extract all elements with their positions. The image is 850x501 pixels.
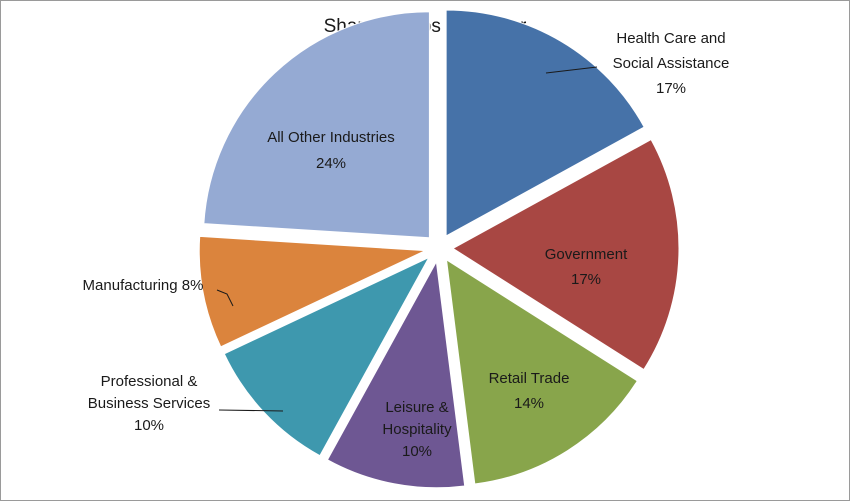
pie-slice-government — [452, 138, 680, 371]
pie-slice-leisure-hospitality — [326, 260, 466, 489]
data-label-health-care-and-social-assistance: Health Care and Social Assistance 17% — [613, 30, 730, 97]
data-label-all-other-industries: All Other Industries 24% — [267, 129, 395, 172]
data-label-professional-business-services: Professional & Business Services 10% — [88, 373, 211, 434]
leader-line-professional-business-services — [218, 409, 284, 412]
pie-slice-manufacturing — [198, 235, 426, 348]
data-label-government: Government 17% — [545, 246, 628, 288]
pie-slice-all-other-industries — [203, 11, 430, 239]
leader-line-health-care-and-social-assistance — [545, 66, 598, 74]
leader-line-manufacturing — [216, 289, 234, 307]
data-label-leisure-hospitality: Leisure & Hospitality 10% — [382, 399, 452, 460]
data-label-retail-trade: Retail Trade 14% — [489, 370, 570, 412]
leader-lines — [216, 66, 598, 412]
pie-slice-professional-business-services — [223, 256, 430, 457]
pie-slice-health-care-and-social-assistance — [445, 9, 645, 237]
data-label-manufacturing: Manufacturing 8% — [83, 277, 204, 294]
data-labels: Health Care and Social Assistance 17% Gover… — [83, 30, 730, 460]
pie-slice-retail-trade — [445, 258, 639, 485]
slices-layer — [198, 9, 680, 489]
